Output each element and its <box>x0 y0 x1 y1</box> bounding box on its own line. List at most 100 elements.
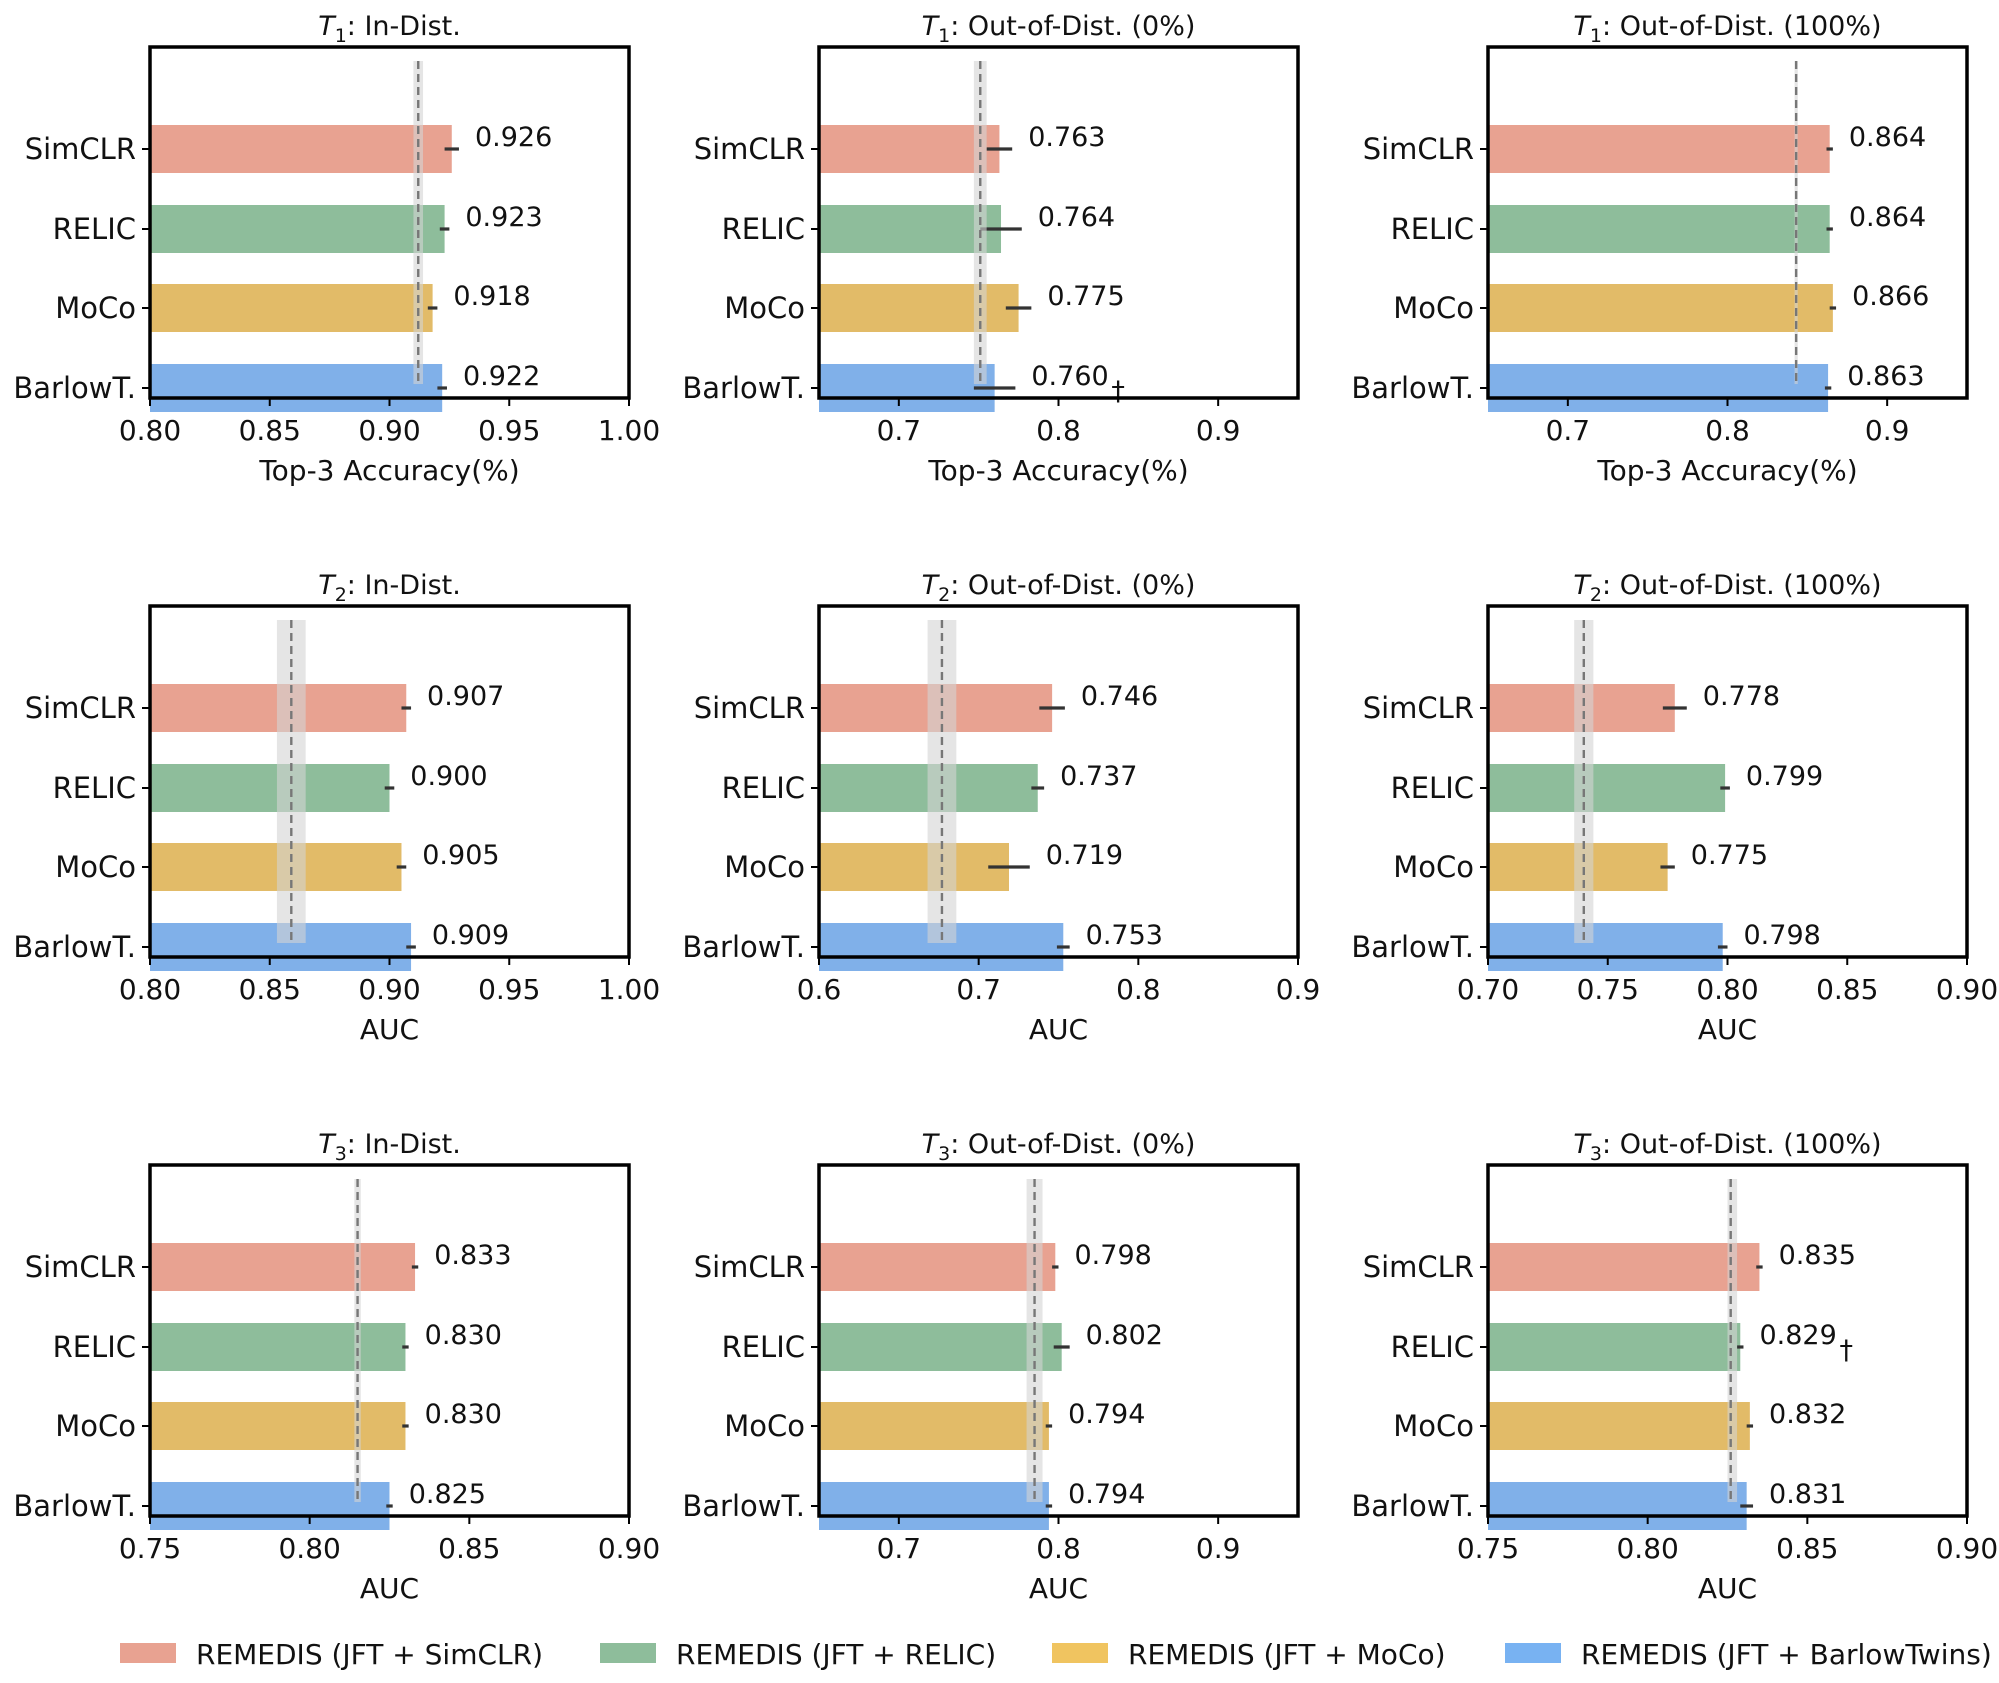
category-label: MoCo <box>724 1409 805 1443</box>
axes-frame <box>148 1163 631 1518</box>
subplot-title: T2: Out-of-Dist. (100%) <box>1573 570 1881 606</box>
x-tick-label: 0.95 <box>478 414 540 447</box>
bar-moco <box>819 284 1019 332</box>
subplot-1: T1: In-Dist. 0.926 SimCLR 0.923 RELIC 0.918 Mo… <box>13 11 660 487</box>
title-task-symbol: T <box>318 11 337 42</box>
title-task-symbol: T <box>922 11 941 42</box>
subplot-title: T3: In-Dist. <box>318 1129 461 1165</box>
legend-swatch <box>120 1643 176 1663</box>
x-tick-label: 1.00 <box>598 973 660 1006</box>
bar-simclr <box>150 125 452 173</box>
title-text: : Out-of-Dist. (100%) <box>1602 570 1882 601</box>
subplot-5: T2: Out-of-Dist. (0%) 0.746 SimCLR 0.737 REL… <box>682 570 1320 1046</box>
category-label: MoCo <box>55 850 136 884</box>
value-label: 0.763 <box>1028 122 1105 153</box>
legend-label: REMEDIS (JFT + MoCo) <box>1128 1638 1446 1671</box>
value-label: 0.831 <box>1769 1479 1846 1510</box>
value-label: 0.753 <box>1086 920 1163 951</box>
value-label: 0.833 <box>434 1240 511 1271</box>
value-label: 0.799 <box>1746 761 1823 792</box>
title-text: : Out-of-Dist. (0%) <box>950 1129 1195 1160</box>
category-label: MoCo <box>1393 850 1474 884</box>
title-task-symbol: T <box>318 570 337 601</box>
x-axis-label: Top-3 Accuracy(%) <box>1596 454 1857 487</box>
subplot-title: T2: Out-of-Dist. (0%) <box>922 570 1196 606</box>
x-tick-label: 0.8 <box>1116 973 1161 1006</box>
category-label: SimCLR <box>694 132 805 166</box>
value-label: 0.778 <box>1703 681 1780 712</box>
value-label: 0.829 <box>1759 1320 1836 1351</box>
value-label: 0.900 <box>410 761 487 792</box>
x-tick-label: 0.6 <box>797 973 842 1006</box>
bar-relic <box>150 205 445 253</box>
bar-barlowt <box>150 364 443 412</box>
title-task-symbol: T <box>318 1129 337 1160</box>
value-label: 0.737 <box>1060 761 1137 792</box>
subplot-2: T1: Out-of-Dist. (0%) 0.763 SimCLR 0.764 REL… <box>682 11 1300 487</box>
title-text: : Out-of-Dist. (0%) <box>950 570 1195 601</box>
title-task-subscript: 3 <box>1590 1143 1602 1165</box>
value-label: 0.825 <box>409 1479 486 1510</box>
value-label: 0.775 <box>1047 281 1124 312</box>
x-tick-label: 0.90 <box>358 414 420 447</box>
category-label: BarlowT. <box>1351 930 1474 964</box>
category-label: RELIC <box>722 1330 805 1364</box>
axes-frame <box>817 604 1300 959</box>
legend-label: REMEDIS (JFT + SimCLR) <box>196 1638 543 1671</box>
dagger-mark: † <box>1839 1335 1853 1366</box>
bar-relic <box>150 764 390 812</box>
title-task-subscript: 1 <box>335 25 347 47</box>
x-tick-label: 0.90 <box>358 973 420 1006</box>
x-tick-label: 0.9 <box>1196 1532 1241 1565</box>
subplot-title: T1: In-Dist. <box>318 11 461 47</box>
bar-relic <box>1488 764 1726 812</box>
bar-barlowt <box>1488 1482 1747 1530</box>
x-tick-label: 0.80 <box>278 1532 340 1565</box>
x-tick-label: 0.70 <box>1457 973 1519 1006</box>
category-label: SimCLR <box>1363 1250 1474 1284</box>
title-task-subscript: 2 <box>938 584 950 606</box>
x-tick-label: 0.75 <box>119 1532 181 1565</box>
value-label: 0.830 <box>425 1320 502 1351</box>
x-tick-label: 0.9 <box>1196 414 1241 447</box>
x-tick-label: 0.8 <box>1036 1532 1081 1565</box>
x-tick-label: 0.7 <box>1546 414 1591 447</box>
x-tick-label: 0.80 <box>119 973 181 1006</box>
bar-barlowt <box>819 1482 1049 1530</box>
bar-simclr <box>819 125 1000 173</box>
subplot-7: T3: In-Dist. 0.833 SimCLR 0.830 RELIC 0.830 Mo… <box>13 1129 660 1605</box>
category-label: SimCLR <box>25 132 136 166</box>
category-label: BarlowT. <box>682 1489 805 1523</box>
value-label: 0.798 <box>1075 1240 1152 1271</box>
value-label: 0.802 <box>1086 1320 1163 1351</box>
x-tick-label: 0.90 <box>598 1532 660 1565</box>
category-label: BarlowT. <box>1351 1489 1474 1523</box>
legend: REMEDIS (JFT + SimCLR) REMEDIS (JFT + REL… <box>120 1638 1992 1671</box>
bar-moco <box>1488 1402 1750 1450</box>
bar-simclr <box>150 1243 416 1291</box>
x-tick-label: 0.8 <box>1705 414 1750 447</box>
x-tick-label: 0.7 <box>877 1532 922 1565</box>
category-label: SimCLR <box>25 691 136 725</box>
x-axis-label: AUC <box>1029 1013 1088 1046</box>
value-label: 0.775 <box>1691 840 1768 871</box>
x-tick-label: 0.85 <box>239 414 301 447</box>
x-axis-label: AUC <box>1029 1572 1088 1605</box>
value-label: 0.794 <box>1068 1399 1145 1430</box>
value-label: 0.909 <box>432 920 509 951</box>
legend-swatch <box>1052 1643 1108 1663</box>
category-label: MoCo <box>55 291 136 325</box>
value-label: 0.835 <box>1779 1240 1856 1271</box>
x-tick-label: 0.8 <box>1036 414 1081 447</box>
x-tick-label: 0.85 <box>239 973 301 1006</box>
value-label: 0.923 <box>465 202 542 233</box>
title-task-symbol: T <box>922 1129 941 1160</box>
value-label: 0.864 <box>1849 122 1926 153</box>
x-tick-label: 0.85 <box>1816 973 1878 1006</box>
x-tick-label: 0.75 <box>1457 1532 1519 1565</box>
value-label: 0.798 <box>1744 920 1821 951</box>
value-label: 0.832 <box>1769 1399 1846 1430</box>
axes-frame <box>1486 1163 1969 1518</box>
legend-swatch <box>600 1643 656 1663</box>
category-label: BarlowT. <box>13 930 136 964</box>
